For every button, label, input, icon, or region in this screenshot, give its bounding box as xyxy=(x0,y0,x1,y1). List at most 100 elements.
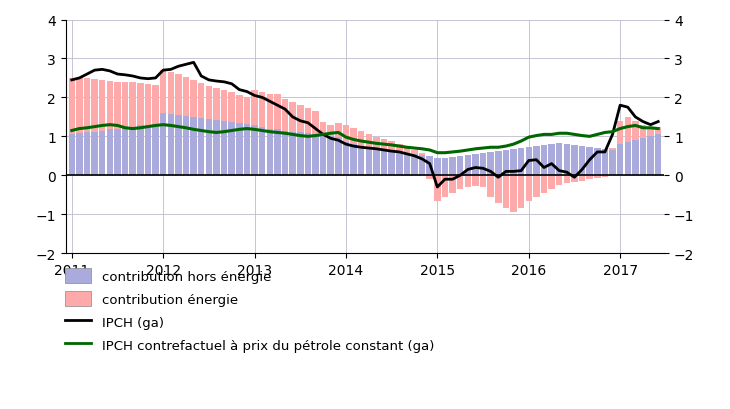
Bar xyxy=(556,176,562,186)
Bar xyxy=(434,158,441,176)
Bar xyxy=(335,124,342,138)
Bar xyxy=(191,81,197,118)
Bar xyxy=(388,142,395,152)
Bar xyxy=(472,176,479,187)
Bar xyxy=(244,98,250,125)
Bar xyxy=(586,176,593,180)
Bar xyxy=(107,130,113,176)
Bar xyxy=(624,143,631,176)
Bar xyxy=(91,80,98,133)
Bar xyxy=(373,149,380,176)
Bar xyxy=(632,141,639,176)
Bar xyxy=(602,149,608,176)
Bar xyxy=(259,93,266,127)
Bar xyxy=(518,176,524,209)
Bar xyxy=(304,109,311,134)
Bar xyxy=(541,146,548,176)
Bar xyxy=(480,176,486,187)
Bar xyxy=(442,176,448,197)
Bar xyxy=(594,148,601,176)
Bar xyxy=(518,148,524,176)
Bar xyxy=(206,86,212,119)
Bar xyxy=(153,86,159,125)
Bar xyxy=(411,155,418,176)
Bar xyxy=(503,176,509,209)
Bar xyxy=(450,176,456,193)
Bar xyxy=(419,154,426,156)
Bar xyxy=(648,127,654,137)
Bar xyxy=(655,127,661,135)
Bar xyxy=(145,126,151,176)
Bar xyxy=(610,151,615,176)
Bar xyxy=(373,138,380,149)
Bar xyxy=(510,176,517,213)
Bar xyxy=(457,156,464,176)
Bar xyxy=(198,83,204,118)
Bar xyxy=(548,145,555,176)
Bar xyxy=(99,81,106,131)
Bar xyxy=(579,147,585,176)
Bar xyxy=(632,121,639,141)
Bar xyxy=(457,176,464,189)
Bar xyxy=(160,71,166,114)
Bar xyxy=(533,176,539,197)
Bar xyxy=(464,176,471,187)
Bar xyxy=(480,153,486,176)
Bar xyxy=(602,176,608,178)
Bar xyxy=(304,134,311,176)
Bar xyxy=(168,72,174,115)
Bar xyxy=(503,151,509,176)
Bar xyxy=(320,136,326,176)
Bar xyxy=(115,83,120,129)
Bar xyxy=(69,79,75,135)
Bar xyxy=(175,75,182,116)
Bar xyxy=(526,148,532,176)
Bar xyxy=(639,139,646,176)
Bar xyxy=(610,149,615,151)
Bar xyxy=(289,103,296,133)
Bar xyxy=(419,156,426,176)
Bar xyxy=(411,151,418,155)
Bar xyxy=(297,133,304,176)
Bar xyxy=(381,151,388,176)
Bar xyxy=(282,131,288,176)
Bar xyxy=(107,81,113,130)
Bar xyxy=(526,176,532,201)
Bar xyxy=(228,122,235,176)
Bar xyxy=(228,93,235,122)
Bar xyxy=(99,131,106,176)
Bar xyxy=(182,117,189,176)
Bar xyxy=(495,152,502,176)
Bar xyxy=(221,121,227,176)
Bar xyxy=(182,78,189,117)
Bar xyxy=(571,176,577,183)
Bar xyxy=(350,128,357,145)
Bar xyxy=(624,118,631,143)
Bar xyxy=(153,125,159,176)
Bar xyxy=(548,176,555,189)
Bar xyxy=(655,135,661,176)
Bar xyxy=(145,85,151,126)
Bar xyxy=(617,121,623,145)
Bar xyxy=(328,137,334,176)
Bar xyxy=(404,153,410,176)
Bar xyxy=(122,128,128,176)
Bar xyxy=(396,145,402,153)
Bar xyxy=(206,119,212,176)
Bar xyxy=(510,149,517,176)
Bar xyxy=(91,133,98,176)
Bar xyxy=(137,83,144,126)
Bar xyxy=(564,176,570,184)
Bar xyxy=(335,138,342,176)
Bar xyxy=(69,135,75,176)
Bar xyxy=(76,134,82,176)
Bar xyxy=(442,158,448,176)
Bar xyxy=(571,146,577,176)
Bar xyxy=(396,153,402,176)
Bar xyxy=(648,137,654,176)
Bar xyxy=(488,176,494,197)
Bar xyxy=(312,135,319,176)
Bar xyxy=(579,176,585,182)
Bar xyxy=(84,133,91,176)
Bar xyxy=(426,176,433,180)
